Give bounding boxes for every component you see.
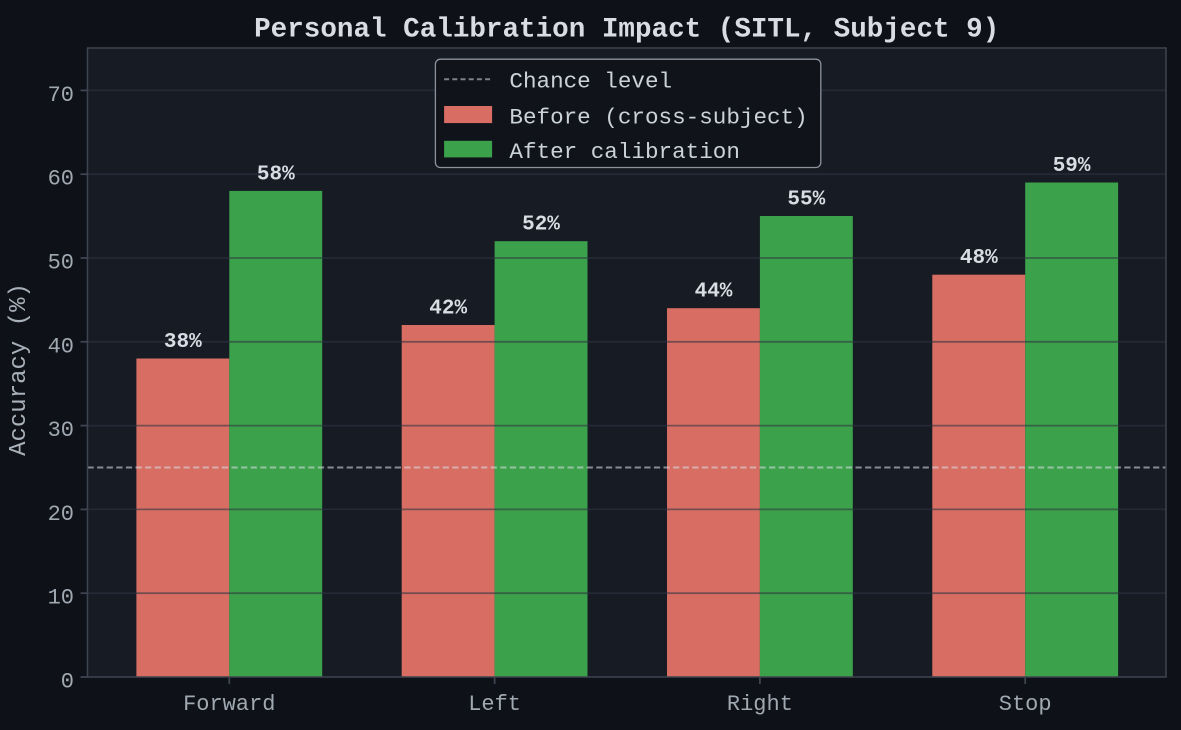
svg-text:50: 50	[48, 251, 74, 276]
svg-text:55%: 55%	[787, 189, 825, 212]
svg-text:Stop: Stop	[999, 692, 1052, 717]
svg-text:48%: 48%	[960, 247, 998, 270]
svg-text:44%: 44%	[695, 281, 733, 304]
svg-text:30: 30	[48, 418, 74, 443]
svg-text:38%: 38%	[164, 331, 202, 354]
svg-text:Personal Calibration Impact (S: Personal Calibration Impact (SITL, Subje…	[254, 15, 999, 46]
svg-text:40: 40	[48, 334, 74, 359]
svg-text:Right: Right	[727, 692, 793, 717]
svg-text:Chance level: Chance level	[509, 69, 672, 95]
svg-text:52%: 52%	[522, 214, 560, 237]
svg-text:Before (cross-subject): Before (cross-subject)	[509, 104, 807, 130]
svg-text:After calibration: After calibration	[509, 139, 740, 165]
svg-text:10: 10	[48, 586, 74, 611]
svg-text:58%: 58%	[257, 163, 295, 186]
svg-text:Left: Left	[468, 692, 521, 717]
svg-text:42%: 42%	[429, 298, 467, 321]
svg-text:70: 70	[48, 83, 74, 108]
svg-text:0: 0	[61, 670, 74, 695]
svg-text:60: 60	[48, 167, 74, 192]
svg-text:Forward: Forward	[183, 692, 275, 717]
svg-text:20: 20	[48, 502, 74, 527]
svg-text:Accuracy (%): Accuracy (%)	[6, 283, 33, 456]
svg-text:59%: 59%	[1053, 155, 1091, 178]
